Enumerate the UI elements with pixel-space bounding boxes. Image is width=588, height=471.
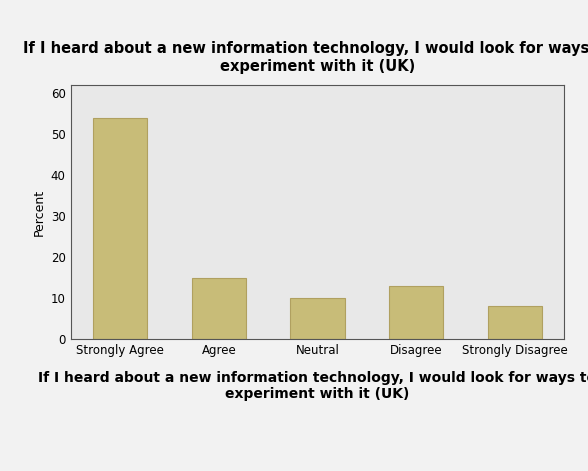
Bar — [93, 118, 147, 339]
Y-axis label: Percent: Percent — [32, 188, 45, 236]
Bar — [488, 306, 542, 339]
Bar — [192, 277, 246, 339]
Title: If I heard about a new information technology, I would look for ways to
experime: If I heard about a new information techn… — [24, 41, 588, 74]
Bar — [290, 298, 345, 339]
Bar — [389, 286, 443, 339]
X-axis label: If I heard about a new information technology, I would look for ways to
experime: If I heard about a new information techn… — [38, 371, 588, 401]
